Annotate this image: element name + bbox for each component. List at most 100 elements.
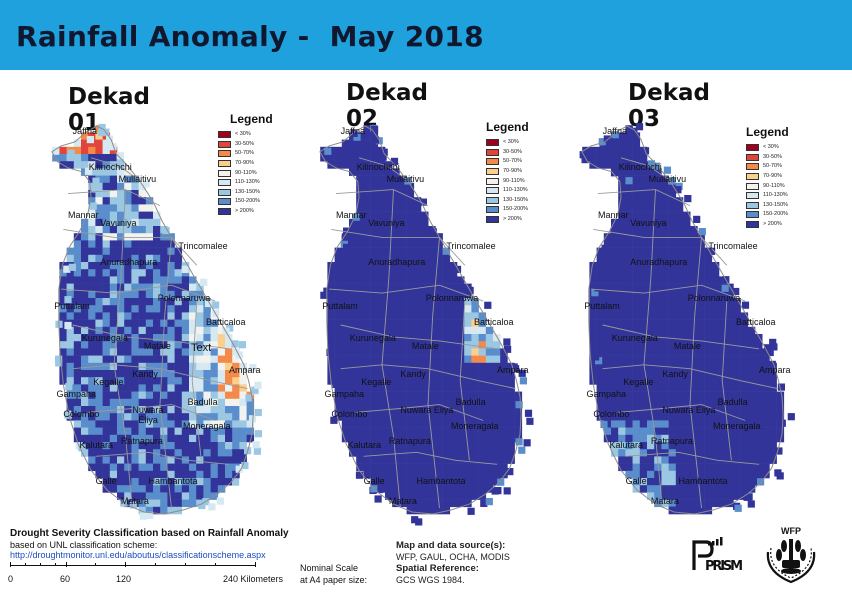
grid-cell: [55, 355, 63, 363]
grid-cell: [392, 240, 400, 248]
grid-cell: [471, 348, 479, 356]
grid-cell: [210, 370, 219, 378]
grid-cell: [428, 492, 436, 500]
grid-cell: [478, 442, 487, 450]
grid-cell: [326, 348, 334, 356]
grid-cell: [421, 262, 429, 270]
grid-cell: [668, 312, 677, 320]
grid-cell: [711, 463, 720, 472]
grid-cell: [449, 420, 458, 428]
grid-cell: [81, 420, 89, 428]
grid-cell: [196, 377, 204, 385]
grid-cell: [131, 262, 139, 270]
classification-link[interactable]: http://droughtmonitor.unl.edu/aboutus/cl…: [10, 550, 266, 560]
grid-cell: [719, 391, 727, 400]
grid-cell: [385, 226, 393, 234]
grid-cell: [632, 370, 641, 378]
grid-cell: [226, 324, 234, 332]
grid-cell: [632, 456, 641, 464]
grid-cell: [102, 139, 111, 148]
grid-cell: [668, 247, 677, 256]
grid-cell: [370, 370, 379, 378]
grid-cell: [203, 384, 211, 392]
grid-cell: [618, 449, 626, 457]
grid-cell: [632, 434, 641, 443]
grid-cell: [153, 262, 161, 270]
grid-cell: [500, 456, 508, 464]
grid-cell: [406, 269, 415, 277]
district-boundary: [689, 237, 702, 509]
grid-cell: [377, 190, 386, 198]
grid-cell: [690, 398, 698, 407]
grid-cell: [421, 492, 429, 500]
grid-cell: [690, 478, 698, 486]
grid-cell: [356, 319, 364, 328]
grid-cell: [189, 499, 197, 508]
grid-cell: [117, 247, 125, 256]
grid-cell: [66, 334, 75, 342]
grid-cell: [363, 161, 371, 169]
grid-cell: [611, 161, 619, 169]
grid-cell: [349, 434, 357, 443]
grid-cell: [399, 305, 407, 313]
grid-cell: [392, 478, 400, 486]
grid-cell: [138, 305, 147, 313]
grid-cell: [370, 262, 379, 270]
grid-cell: [68, 263, 76, 271]
grid-cell: [181, 470, 190, 479]
grid-cell: [73, 262, 82, 270]
grid-cell: [73, 146, 82, 155]
grid-cell: [52, 147, 60, 155]
grid-cell: [733, 298, 741, 306]
grid-cell: [618, 254, 626, 263]
grid-cell: [762, 391, 770, 400]
grid-cell: [160, 247, 168, 256]
grid-cell: [661, 492, 669, 500]
grid-cell: [392, 384, 400, 392]
grid-cell: [690, 283, 698, 292]
grid-cell: [661, 312, 669, 320]
grid-cell: [421, 391, 429, 400]
grid-cell: [160, 463, 168, 472]
grid-cell: [145, 262, 154, 270]
grid-cell: [341, 283, 350, 292]
grid-cell: [138, 506, 147, 515]
legend-row: 90-110%: [218, 168, 273, 178]
grid-cell: [174, 262, 183, 270]
grid-cell: [174, 485, 183, 493]
grid-cell: [385, 190, 393, 198]
grid-cell: [457, 492, 465, 500]
grid-cell: [160, 413, 168, 421]
grid-cell: [363, 427, 371, 436]
grid-cell: [406, 362, 415, 371]
grid-cell: [109, 211, 118, 220]
grid-cell: [711, 319, 720, 328]
grid-cell: [654, 434, 662, 443]
grid-cell: [232, 456, 240, 464]
grid-cell: [625, 341, 633, 349]
grid-cell: [478, 427, 487, 436]
grid-cell: [690, 449, 698, 457]
grid-cell: [232, 434, 240, 443]
grid-cell: [356, 427, 364, 436]
district-label: Matale: [673, 340, 701, 351]
grid-cell: [435, 413, 443, 421]
grid-cell: [596, 341, 605, 349]
grid-cell: [485, 334, 494, 342]
grid-cell: [711, 377, 720, 385]
grid-cell: [711, 427, 720, 436]
grid-cell: [174, 420, 183, 428]
grid-cell: [647, 413, 655, 421]
grid-cell: [493, 449, 501, 457]
grid-cell: [239, 449, 247, 457]
grid-cell: [697, 276, 705, 284]
grid-cell: [392, 305, 400, 313]
grid-cell: [639, 362, 648, 371]
district-label: Nuwara Eliya: [400, 404, 454, 415]
grid-cell: [740, 456, 749, 464]
grid-cell: [457, 406, 465, 414]
grid-cell: [747, 434, 756, 443]
district-label: Ratnapura: [650, 436, 693, 447]
grid-cell: [88, 377, 96, 385]
grid-cell: [464, 305, 472, 313]
